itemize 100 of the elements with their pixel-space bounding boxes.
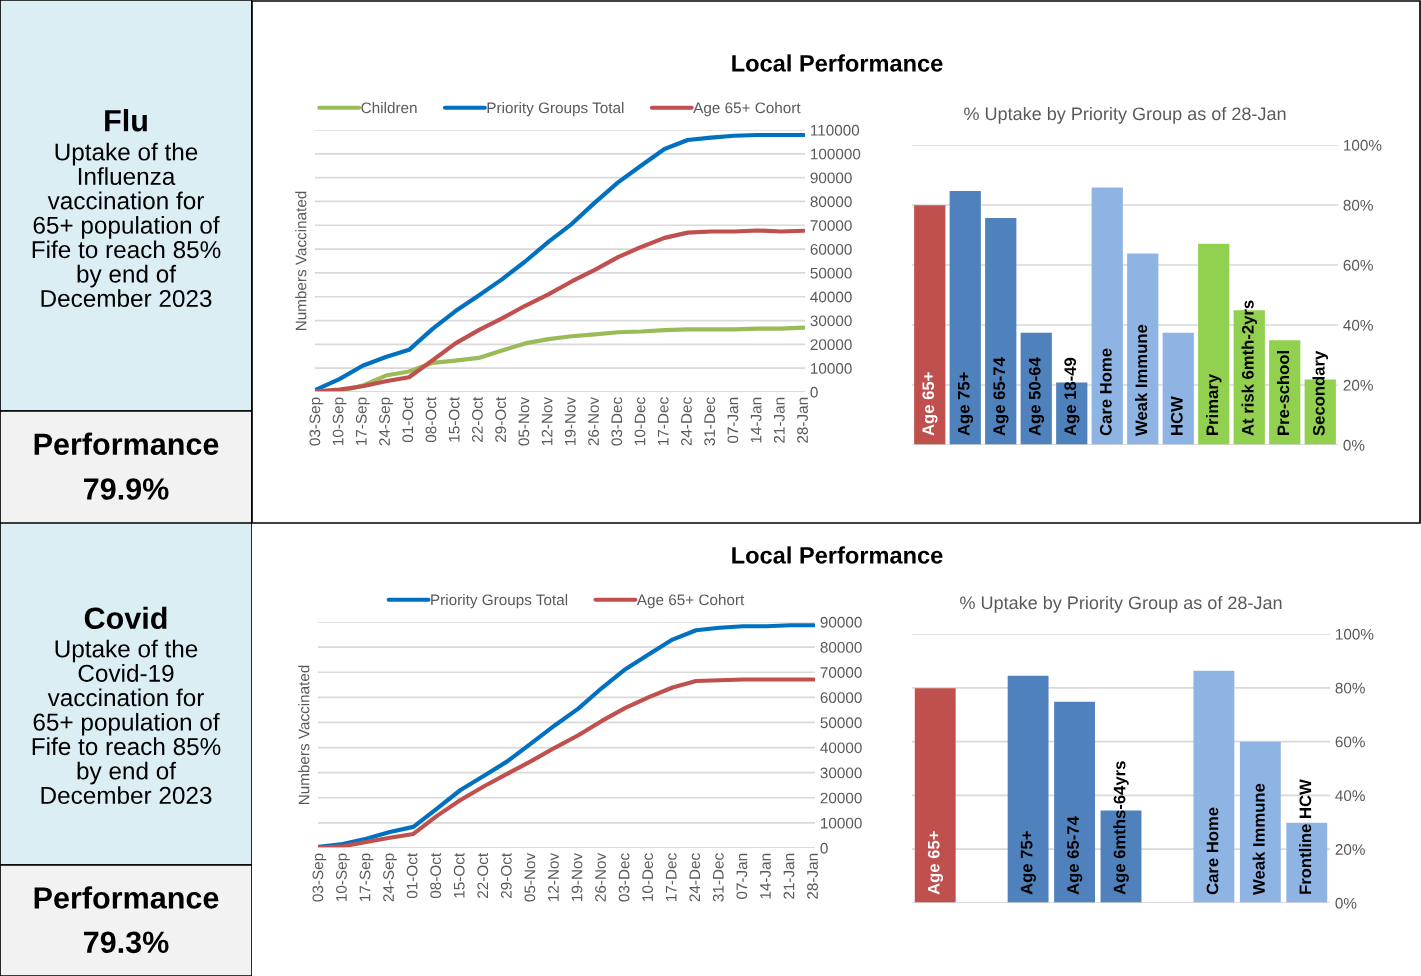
x-tick-label: 21-Jan <box>783 853 795 899</box>
x-tick-label: 31-Dec <box>704 397 716 446</box>
y-tick-label: 100000 <box>811 148 861 160</box>
text: Uptake of the Influenza vaccination for 65+ population of Fife to reach 85% by end of December 2023 <box>32 142 221 308</box>
bar <box>1162 332 1194 445</box>
y-tick-label: 20000 <box>810 339 852 351</box>
y-tick-label: 20000 <box>820 792 862 804</box>
text: Performance <box>34 886 219 909</box>
x-tick-label: 29-Oct <box>500 852 512 898</box>
bar <box>1193 670 1235 903</box>
category-label: Weak Immune <box>1134 324 1148 436</box>
bar <box>1054 701 1095 903</box>
text: Covid <box>84 606 167 630</box>
x-tick-label: 31-Dec <box>712 853 724 902</box>
y-tick-label: 90000 <box>810 172 852 184</box>
text: Flu <box>105 109 147 132</box>
category-label: Age 50-64 <box>1028 357 1045 436</box>
category-label: Weak Immune <box>1252 783 1265 895</box>
x-tick-label: 15-Oct <box>448 396 460 442</box>
text: Performance <box>34 432 219 456</box>
category-label: Age 65+ <box>927 831 943 895</box>
bar <box>1127 253 1159 445</box>
x-tick-label: 28-Jan <box>797 397 808 443</box>
bar <box>1239 741 1281 903</box>
bar <box>914 688 956 903</box>
x-tick-label: 21-Jan <box>773 397 785 443</box>
x-tick-label: 24-Dec <box>681 397 692 446</box>
bar <box>985 217 1017 445</box>
category-label: Age 65+ <box>922 372 938 436</box>
y-tick-label: 90000 <box>820 616 862 628</box>
y-tick-label: 0% <box>1335 897 1357 909</box>
x-tick-label: 17-Sep <box>359 853 374 901</box>
x-tick-label: 14-Jan <box>750 397 762 443</box>
x-tick-label: 12-Nov <box>548 852 559 901</box>
x-tick-label: 26-Nov <box>595 852 606 902</box>
x-tick-label: 15-Oct <box>453 852 465 898</box>
x-tick-label: 29-Oct <box>495 396 507 442</box>
legend-label: Priority Groups Total <box>431 594 568 609</box>
bar <box>1091 187 1123 445</box>
y-tick-label: 20% <box>1335 844 1365 855</box>
x-tick-label: 17-Dec <box>657 397 669 445</box>
x-tick-label: 17-Sep <box>355 397 370 445</box>
chart-title: Local Performance <box>732 54 943 72</box>
y-tick-label: 30000 <box>820 767 862 779</box>
y-tick-label: 40% <box>1335 790 1365 802</box>
y-tick-label: 20% <box>1343 379 1373 391</box>
category-label: Age 65-74 <box>993 357 1009 436</box>
y-axis-title: Numbers Vaccinated <box>295 191 307 331</box>
category-label: Age 75+ <box>958 372 974 436</box>
line-series <box>318 677 815 848</box>
bar <box>1198 243 1230 445</box>
y-tick-label: 40000 <box>820 742 862 754</box>
x-tick-label: 19-Nov <box>571 852 583 901</box>
y-tick-label: 10000 <box>811 363 852 374</box>
x-tick-label: 17-Dec <box>665 853 677 901</box>
y-tick-label: 30000 <box>810 315 852 327</box>
x-tick-label: 01-Oct <box>402 396 414 443</box>
x-tick-label: 03-Sep <box>312 853 327 902</box>
bar <box>1007 675 1049 903</box>
x-tick-label: 22-Oct <box>472 396 483 442</box>
category-label: HCW <box>1170 396 1183 435</box>
x-tick-label: 19-Nov <box>564 396 576 445</box>
line-series <box>315 132 805 392</box>
legend-label: Age 65+ Cohort <box>693 102 801 117</box>
x-tick-label: 24-Sep <box>379 397 393 446</box>
x-tick-label: 08-Oct <box>430 852 442 899</box>
category-label: Primary <box>1205 374 1222 435</box>
x-tick-label: 03-Sep <box>309 397 324 446</box>
text: 79.3% <box>84 931 169 954</box>
text: Uptake of the Covid-19 vaccination for 65+ population of Fife to reach 85% by end of December 2023 <box>32 639 221 805</box>
category-label: Frontline HCW <box>1299 779 1312 894</box>
x-tick-label: 10-Sep <box>332 397 347 445</box>
category-label: Secondary <box>1312 350 1329 436</box>
legend-label: Age 65+ Cohort <box>636 594 745 609</box>
x-tick-label: 10-Dec <box>642 853 654 901</box>
y-tick-label: 60000 <box>810 243 852 255</box>
y-axis-title: Numbers Vaccinated <box>298 665 310 805</box>
x-tick-label: 24-Dec <box>689 853 701 902</box>
x-tick-label: 05-Nov <box>524 852 536 902</box>
x-tick-label: 24-Sep <box>383 853 397 902</box>
legend-label: Children <box>361 102 417 114</box>
y-tick-label: 70000 <box>820 667 862 678</box>
y-tick-label: 80% <box>1343 199 1373 211</box>
y-tick-label: 10000 <box>821 817 862 829</box>
category-label: Pre-school <box>1276 351 1290 435</box>
line-series <box>315 228 805 392</box>
y-tick-label: 60% <box>1343 259 1373 271</box>
y-tick-label: 40000 <box>810 291 852 303</box>
y-tick-label: 60% <box>1335 736 1365 748</box>
category-label: At risk 6mth-2yrs <box>1241 300 1258 436</box>
y-tick-label: 60000 <box>820 692 862 704</box>
chart-title: Local Performance <box>732 546 943 564</box>
y-tick-label: 0 <box>820 842 828 854</box>
y-tick-label: 100% <box>1336 628 1374 640</box>
legend-label: Priority Groups Total <box>487 102 624 117</box>
x-tick-label: 10-Dec <box>634 397 646 445</box>
category-label: Age 18-49 <box>1064 357 1080 436</box>
y-tick-label: 110000 <box>811 124 860 136</box>
y-tick-label: 50000 <box>820 717 862 729</box>
category-label: Age 6mths-64yrs <box>1113 761 1129 895</box>
